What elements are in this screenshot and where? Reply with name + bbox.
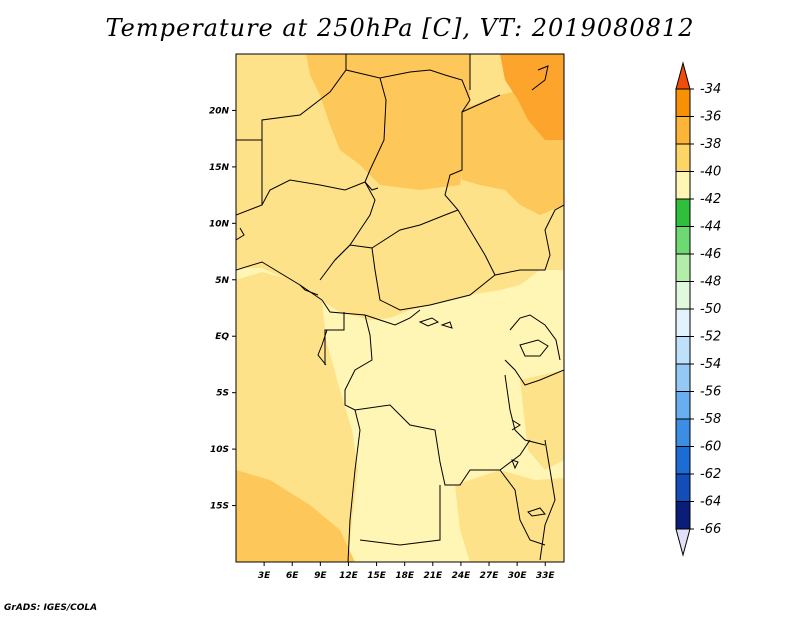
colorbar-swatch bbox=[675, 418, 691, 447]
colorbar-top-arrow bbox=[675, 61, 691, 90]
lat-tick-label: 5N bbox=[215, 276, 229, 286]
colorbar-label: -46 bbox=[700, 247, 721, 262]
colorbar-swatch bbox=[675, 198, 691, 227]
colorbar-label: -38 bbox=[700, 137, 721, 152]
lat-tick-label: 10N bbox=[209, 219, 230, 229]
field-region-east-africa bbox=[520, 370, 564, 470]
colorbar-swatch bbox=[675, 281, 691, 310]
colorbar-swatch bbox=[675, 391, 691, 420]
lon-tick-label: 18E bbox=[395, 571, 415, 581]
lon-tick-label: 3E bbox=[258, 571, 271, 581]
lakes bbox=[418, 65, 549, 517]
field-region-southwest bbox=[236, 470, 355, 562]
colorbar-swatch bbox=[675, 308, 691, 337]
lon-tick-label: 27E bbox=[480, 571, 500, 581]
longitude-axis: 3E 6E 9E 12E 15E 18E 21E 24E 27E 30E 33E bbox=[258, 562, 556, 581]
colorbar-swatch bbox=[675, 143, 691, 172]
colorbar: -34 -36 -38 -40 -42 -44 -46 -48 -50 -52 -54 -56 -58 -… bbox=[675, 61, 721, 557]
colorbar-label: -44 bbox=[700, 220, 721, 235]
colorbar-swatch bbox=[675, 88, 691, 117]
colorbar-swatch bbox=[675, 226, 691, 255]
map-frame bbox=[235, 53, 565, 563]
lat-tick-label: 10S bbox=[210, 445, 229, 455]
colorbar-bottom-arrow bbox=[675, 528, 691, 557]
colorbar-label: -56 bbox=[700, 385, 721, 400]
lon-tick-label: 9E bbox=[314, 571, 327, 581]
lat-tick-label: 5S bbox=[216, 389, 229, 399]
lat-tick-label: EQ bbox=[215, 332, 229, 342]
colorbar-label: -62 bbox=[700, 467, 721, 482]
colorbar-label: -42 bbox=[700, 192, 721, 207]
field-region-mozambique bbox=[455, 470, 564, 562]
lon-tick-label: 21E bbox=[423, 571, 443, 581]
colorbar-label: -34 bbox=[700, 82, 721, 97]
colorbar-swatch bbox=[675, 336, 691, 365]
lon-tick-label: 6E bbox=[286, 571, 299, 581]
colorbar-swatch bbox=[675, 253, 691, 282]
colorbar-label: -50 bbox=[700, 302, 721, 317]
colorbar-label: -52 bbox=[700, 330, 721, 345]
chart-title: Temperature at 250hPa [C], VT: 201908081… bbox=[105, 14, 695, 42]
colorbar-swatch bbox=[675, 501, 691, 530]
colorbar-swatch bbox=[675, 363, 691, 392]
lat-tick-label: 20N bbox=[209, 106, 230, 116]
field-region-sahara-central bbox=[306, 54, 470, 190]
lon-tick-label: 30E bbox=[508, 571, 528, 581]
colorbar-label: -60 bbox=[700, 440, 721, 455]
lon-tick-label: 12E bbox=[339, 571, 359, 581]
colorbar-label: -66 bbox=[700, 522, 721, 537]
lon-tick-label: 24E bbox=[452, 571, 472, 581]
colorbar-swatch bbox=[675, 473, 691, 502]
lat-tick-label: 15S bbox=[210, 502, 229, 512]
colorbar-swatch bbox=[675, 446, 691, 475]
latitude-axis: 20N 15N 10N 5N EQ 5S 10S 15S bbox=[209, 106, 236, 512]
lon-tick-label: 15E bbox=[367, 571, 387, 581]
colorbar-swatch bbox=[675, 116, 691, 145]
lon-tick-label: 33E bbox=[536, 571, 556, 581]
colorbar-label: -36 bbox=[700, 110, 721, 125]
credit-label: GrADS: IGES/COLA bbox=[4, 603, 98, 613]
colorbar-label: -58 bbox=[700, 412, 721, 427]
lat-tick-label: 15N bbox=[209, 163, 230, 173]
colorbar-label: -54 bbox=[700, 357, 721, 372]
country-borders bbox=[236, 54, 564, 562]
colorbar-label: -64 bbox=[700, 495, 721, 510]
field-region-egypt-sudan bbox=[500, 54, 564, 140]
colorbar-swatch bbox=[675, 171, 691, 200]
colorbar-label: -48 bbox=[700, 275, 721, 290]
colorbar-label: -40 bbox=[700, 165, 721, 180]
